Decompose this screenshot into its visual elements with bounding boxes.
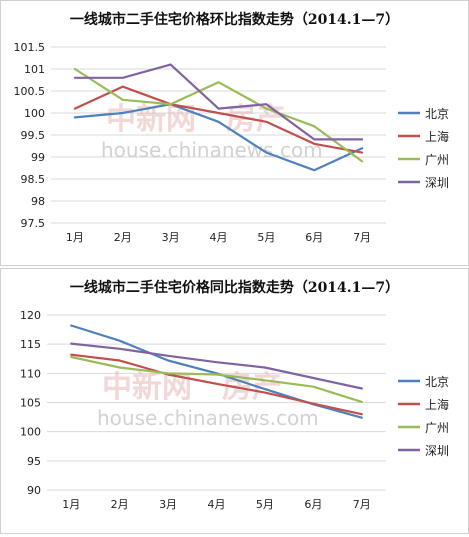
y-tick-label: 95 [27,455,41,468]
legend-label: 深圳 [425,176,449,190]
y-tick-label: 90 [27,484,41,497]
y-tick-label: 101 [24,63,45,76]
x-tick-label: 7月 [353,498,371,511]
x-tick-label: 6月 [304,498,322,511]
y-tick-label: 100 [20,426,41,439]
y-tick-label: 100 [24,107,45,120]
series-line-广州 [73,67,364,163]
series-line-上海 [70,353,363,416]
chart-title: 一线城市二手住宅价格环比指数走势（2014.1—7） [69,12,400,28]
watermark-text: house.chinanews.com [97,406,319,430]
x-tick-label: 1月 [62,498,80,511]
y-tick-label: 99.5 [21,129,46,142]
x-tick-label: 4月 [210,231,228,244]
watermark-text: house.chinanews.com [101,138,323,162]
y-tick-label: 98 [31,195,45,208]
y-tick-label: 110 [20,367,41,380]
x-tick-label: 3月 [162,231,180,244]
chart-title: 一线城市二手住宅价格同比指数走势（2014.1—7） [69,280,400,296]
series-line-广州 [70,355,363,403]
x-tick-label: 6月 [305,231,323,244]
x-tick-label: 1月 [66,231,84,244]
legend-label: 北京 [425,375,449,389]
series-line-上海 [73,85,364,154]
legend-label: 广州 [425,421,449,435]
x-tick-label: 3月 [159,498,177,511]
x-tick-label: 2月 [114,231,132,244]
series-line-北京 [73,103,364,172]
y-tick-label: 99 [31,151,45,164]
yoy-chart-panel: 一线城市二手住宅价格同比指数走势（2014.1—7） 120 115 110 105 1… [0,268,469,534]
y-tick-label: 100.5 [14,85,46,98]
series-line-深圳 [70,342,363,390]
x-tick-label: 2月 [111,498,129,511]
x-tick-label: 7月 [353,231,371,244]
x-tick-label: 5月 [256,498,274,511]
y-tick-label: 98.5 [21,173,46,186]
series-line-深圳 [73,63,364,141]
y-tick-label: 97.5 [21,217,46,230]
y-tick-label: 120 [20,309,41,322]
legend-label: 上海 [425,129,449,144]
x-tick-label: 4月 [208,498,226,511]
y-tick-label: 115 [20,338,41,351]
y-tick-label: 101.5 [14,41,46,54]
y-tick-label: 105 [20,397,41,410]
x-tick-label: 5月 [257,231,275,244]
mom-chart-panel: 一线城市二手住宅价格环比指数走势（2014.1—7） 101.5 101 100.5… [0,0,469,266]
watermark-text: 中新网 [102,370,192,405]
legend-label: 北京 [425,107,449,121]
legend-label: 上海 [425,397,449,412]
legend-label: 广州 [425,153,449,167]
legend-label: 深圳 [425,444,449,458]
